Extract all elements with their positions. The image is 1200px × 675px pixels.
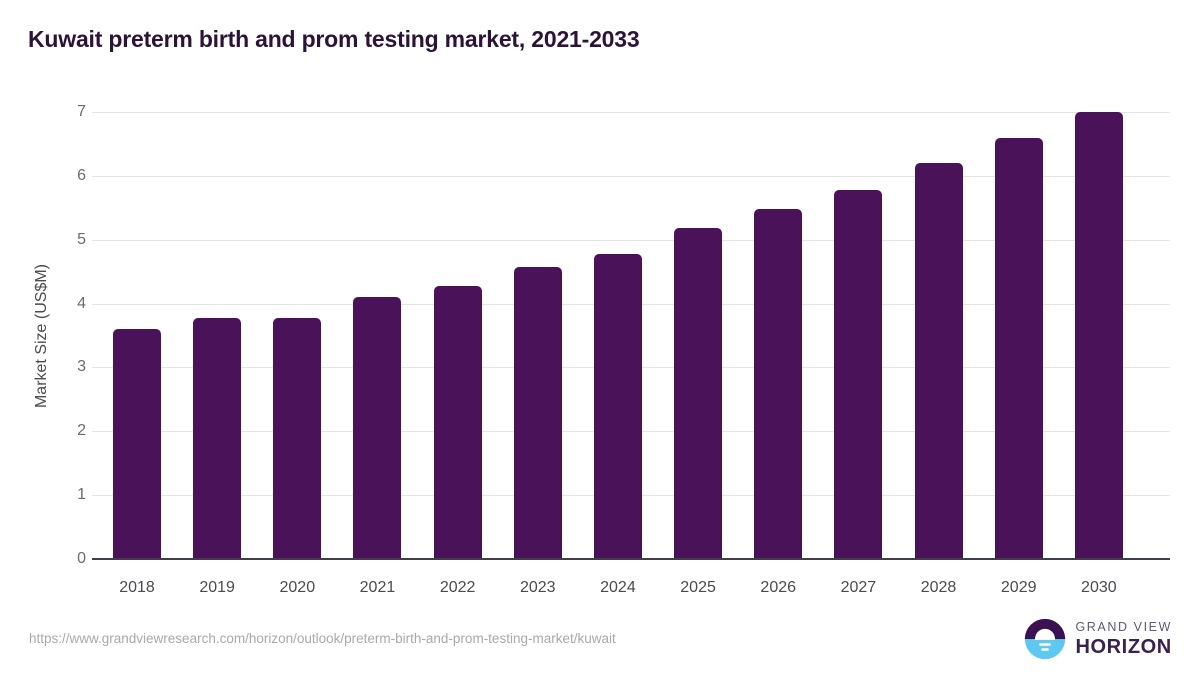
bar-column[interactable] (433, 112, 482, 559)
x-tick-label: 2024 (600, 579, 636, 596)
bar-column[interactable] (513, 112, 562, 559)
x-tick-label: 2018 (119, 579, 155, 596)
y-tick-label: 6 (77, 166, 86, 184)
source-url[interactable]: https://www.grandviewresearch.com/horizo… (29, 631, 616, 646)
x-tick-label: 2030 (1081, 579, 1117, 596)
plot-area: 2018 2019 2020 2021 2022 2023 2024 2025 2026 2027… (92, 112, 1170, 596)
bar[interactable] (273, 317, 322, 559)
y-tick-label: 7 (77, 103, 86, 120)
x-tick-label: 2025 (680, 579, 716, 596)
bar-column[interactable] (834, 112, 883, 559)
bar-column[interactable] (593, 112, 642, 559)
bar-column[interactable] (273, 112, 322, 559)
logo-line-grand-view: GRAND VIEW (1075, 619, 1172, 634)
bar[interactable] (193, 317, 242, 559)
page-title: Kuwait preterm birth and prom testing ma… (28, 26, 640, 52)
y-tick-label: 0 (77, 550, 86, 567)
bar-column[interactable] (353, 112, 402, 559)
x-tick-label: 2019 (199, 579, 235, 596)
x-tick-label: 2020 (279, 579, 316, 596)
horizon-circle-icon (1025, 618, 1066, 660)
gridline (92, 239, 1170, 241)
bar[interactable] (433, 285, 482, 559)
y-tick-label: 2 (77, 422, 86, 440)
x-tick-label: 2023 (519, 579, 556, 596)
x-tick-label: 2028 (920, 579, 957, 596)
bar[interactable] (674, 228, 723, 559)
bar-column[interactable] (914, 112, 963, 559)
y-tick-label: 5 (77, 230, 86, 248)
bar-column[interactable] (113, 112, 161, 559)
bar-column[interactable] (994, 112, 1043, 559)
y-tick-label: 4 (77, 294, 86, 312)
y-tick-label: 3 (77, 358, 86, 376)
bar[interactable] (1074, 112, 1123, 559)
bar-column[interactable] (754, 112, 803, 559)
bar[interactable] (113, 329, 161, 559)
bar[interactable] (834, 189, 883, 559)
gridline (92, 112, 1170, 113)
bar-column[interactable] (674, 112, 723, 559)
y-axis-title: Market Size (US$M) (33, 263, 50, 408)
bar[interactable] (353, 297, 402, 559)
bar[interactable] (754, 209, 803, 559)
logo-line-horizon: HORIZON (1075, 636, 1172, 659)
bar[interactable] (914, 163, 963, 559)
logo-wordmark: GRAND VIEW HORIZON (1075, 621, 1172, 658)
bar[interactable] (593, 253, 642, 559)
y-axis-title-wrapper: Market Size (US$M) (0, 112, 50, 559)
bar-column[interactable] (1074, 112, 1123, 559)
y-tick-label: 1 (77, 486, 86, 504)
x-tick-label: 2026 (760, 579, 797, 596)
gridline (92, 175, 1170, 177)
x-tick-label: 2021 (359, 579, 396, 596)
x-axis-line (92, 558, 1170, 560)
bar[interactable] (513, 266, 562, 559)
x-tick-label: 2029 (1000, 579, 1037, 596)
brand-logo[interactable]: GRAND VIEW HORIZON (1024, 618, 1172, 660)
x-tick-label: 2022 (439, 579, 476, 596)
bar[interactable] (994, 137, 1043, 559)
bar-column[interactable] (193, 112, 242, 559)
x-tick-label: 2027 (840, 579, 877, 596)
